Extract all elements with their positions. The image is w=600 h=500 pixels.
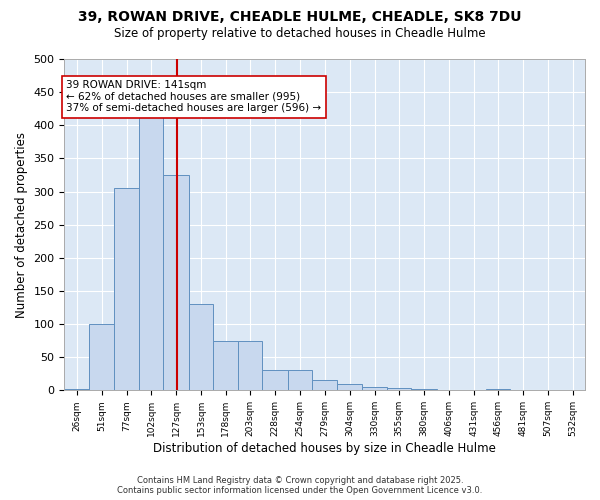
Bar (486, 389, 511, 390)
Bar (238, 340, 262, 390)
Bar (115, 188, 139, 390)
Bar (189, 304, 214, 390)
Text: 39, ROWAN DRIVE, CHEADLE HULME, CHEADLE, SK8 7DU: 39, ROWAN DRIVE, CHEADLE HULME, CHEADLE,… (78, 10, 522, 24)
Text: 39 ROWAN DRIVE: 141sqm
← 62% of detached houses are smaller (995)
37% of semi-de: 39 ROWAN DRIVE: 141sqm ← 62% of detached… (67, 80, 322, 114)
Bar (262, 370, 288, 390)
Text: Size of property relative to detached houses in Cheadle Hulme: Size of property relative to detached ho… (114, 28, 486, 40)
Bar (337, 384, 362, 390)
Bar (362, 387, 387, 390)
Bar (214, 340, 238, 390)
Bar (313, 380, 337, 390)
Bar (163, 175, 189, 390)
Bar (64, 389, 89, 390)
Bar (412, 389, 437, 390)
Y-axis label: Number of detached properties: Number of detached properties (15, 132, 28, 318)
X-axis label: Distribution of detached houses by size in Cheadle Hulme: Distribution of detached houses by size … (153, 442, 496, 455)
Text: Contains HM Land Registry data © Crown copyright and database right 2025.
Contai: Contains HM Land Registry data © Crown c… (118, 476, 482, 495)
Bar (89, 324, 115, 390)
Bar (139, 112, 163, 390)
Bar (288, 370, 313, 390)
Bar (387, 388, 412, 390)
